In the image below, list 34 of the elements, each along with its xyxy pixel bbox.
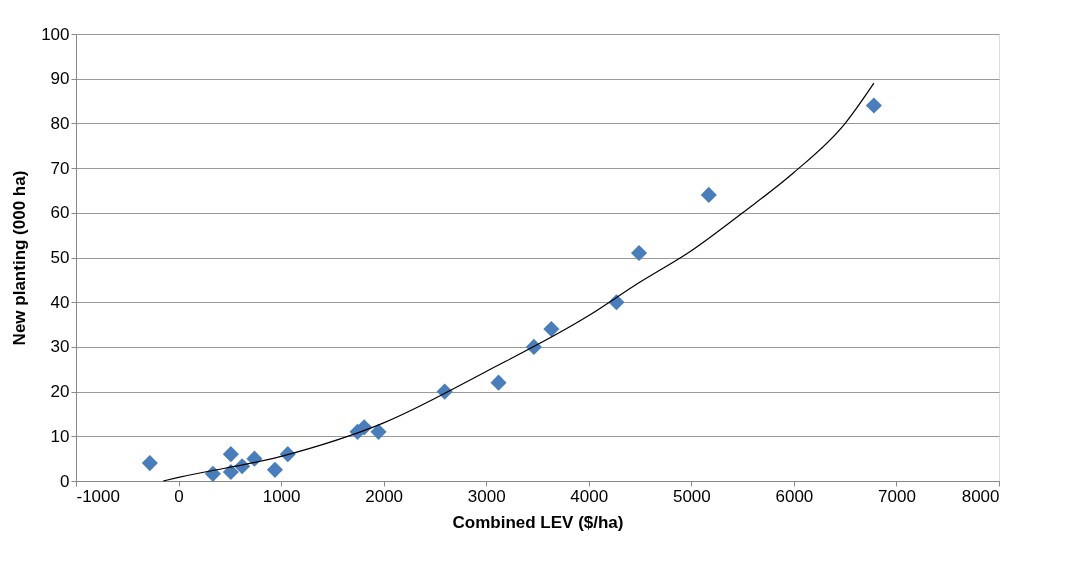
x-tick-label: 0 [174,486,184,506]
x-tick-label: 2000 [365,486,404,506]
x-tick-label: 3000 [467,486,506,506]
y-tick-label: 100 [41,24,70,44]
x-tick-label: 8000 [961,486,1000,506]
line-series [162,82,875,482]
point [543,320,560,338]
y-tick-label: 80 [50,113,70,133]
y-tick-label: 10 [50,426,70,446]
y-axis-title: New planting (000 ha) [10,170,30,346]
y-tick-label: 50 [50,248,70,267]
point [700,186,717,203]
point [222,464,239,481]
point [222,446,239,463]
point [865,97,882,114]
y-tick-label: 60 [50,203,70,223]
y-tick-label: 20 [50,382,70,402]
point [490,374,507,391]
y-tick-label: 30 [50,337,70,357]
y-tick-label: 90 [50,69,70,89]
y-tick-label: 70 [50,158,70,178]
x-tick-label: 4000 [570,486,609,506]
x-tick-label: -1000 [76,486,120,506]
x-tick-label: 5000 [672,486,711,506]
point [630,244,648,262]
x-tick-label: 7000 [878,486,916,506]
point [370,423,387,440]
x-tick-label: 1000 [262,486,301,506]
point [141,455,158,472]
y-tick-label: 40 [50,292,70,312]
x-axis-title: Combined LEV ($/ha) [452,512,624,532]
point [266,461,284,478]
x-tick-label: 6000 [775,486,814,506]
y-tick-label: 0 [60,471,70,491]
